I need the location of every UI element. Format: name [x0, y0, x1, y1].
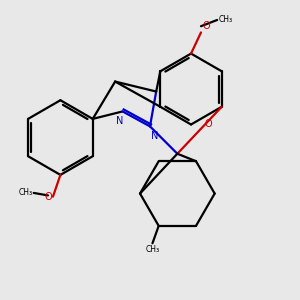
Text: N: N: [116, 116, 124, 126]
Text: N: N: [151, 131, 159, 141]
Text: CH₃: CH₃: [218, 16, 233, 25]
Text: O: O: [205, 119, 212, 129]
Text: O: O: [202, 21, 210, 31]
Text: O: O: [44, 192, 52, 202]
Text: CH₃: CH₃: [18, 188, 32, 197]
Text: CH₃: CH₃: [146, 245, 160, 254]
